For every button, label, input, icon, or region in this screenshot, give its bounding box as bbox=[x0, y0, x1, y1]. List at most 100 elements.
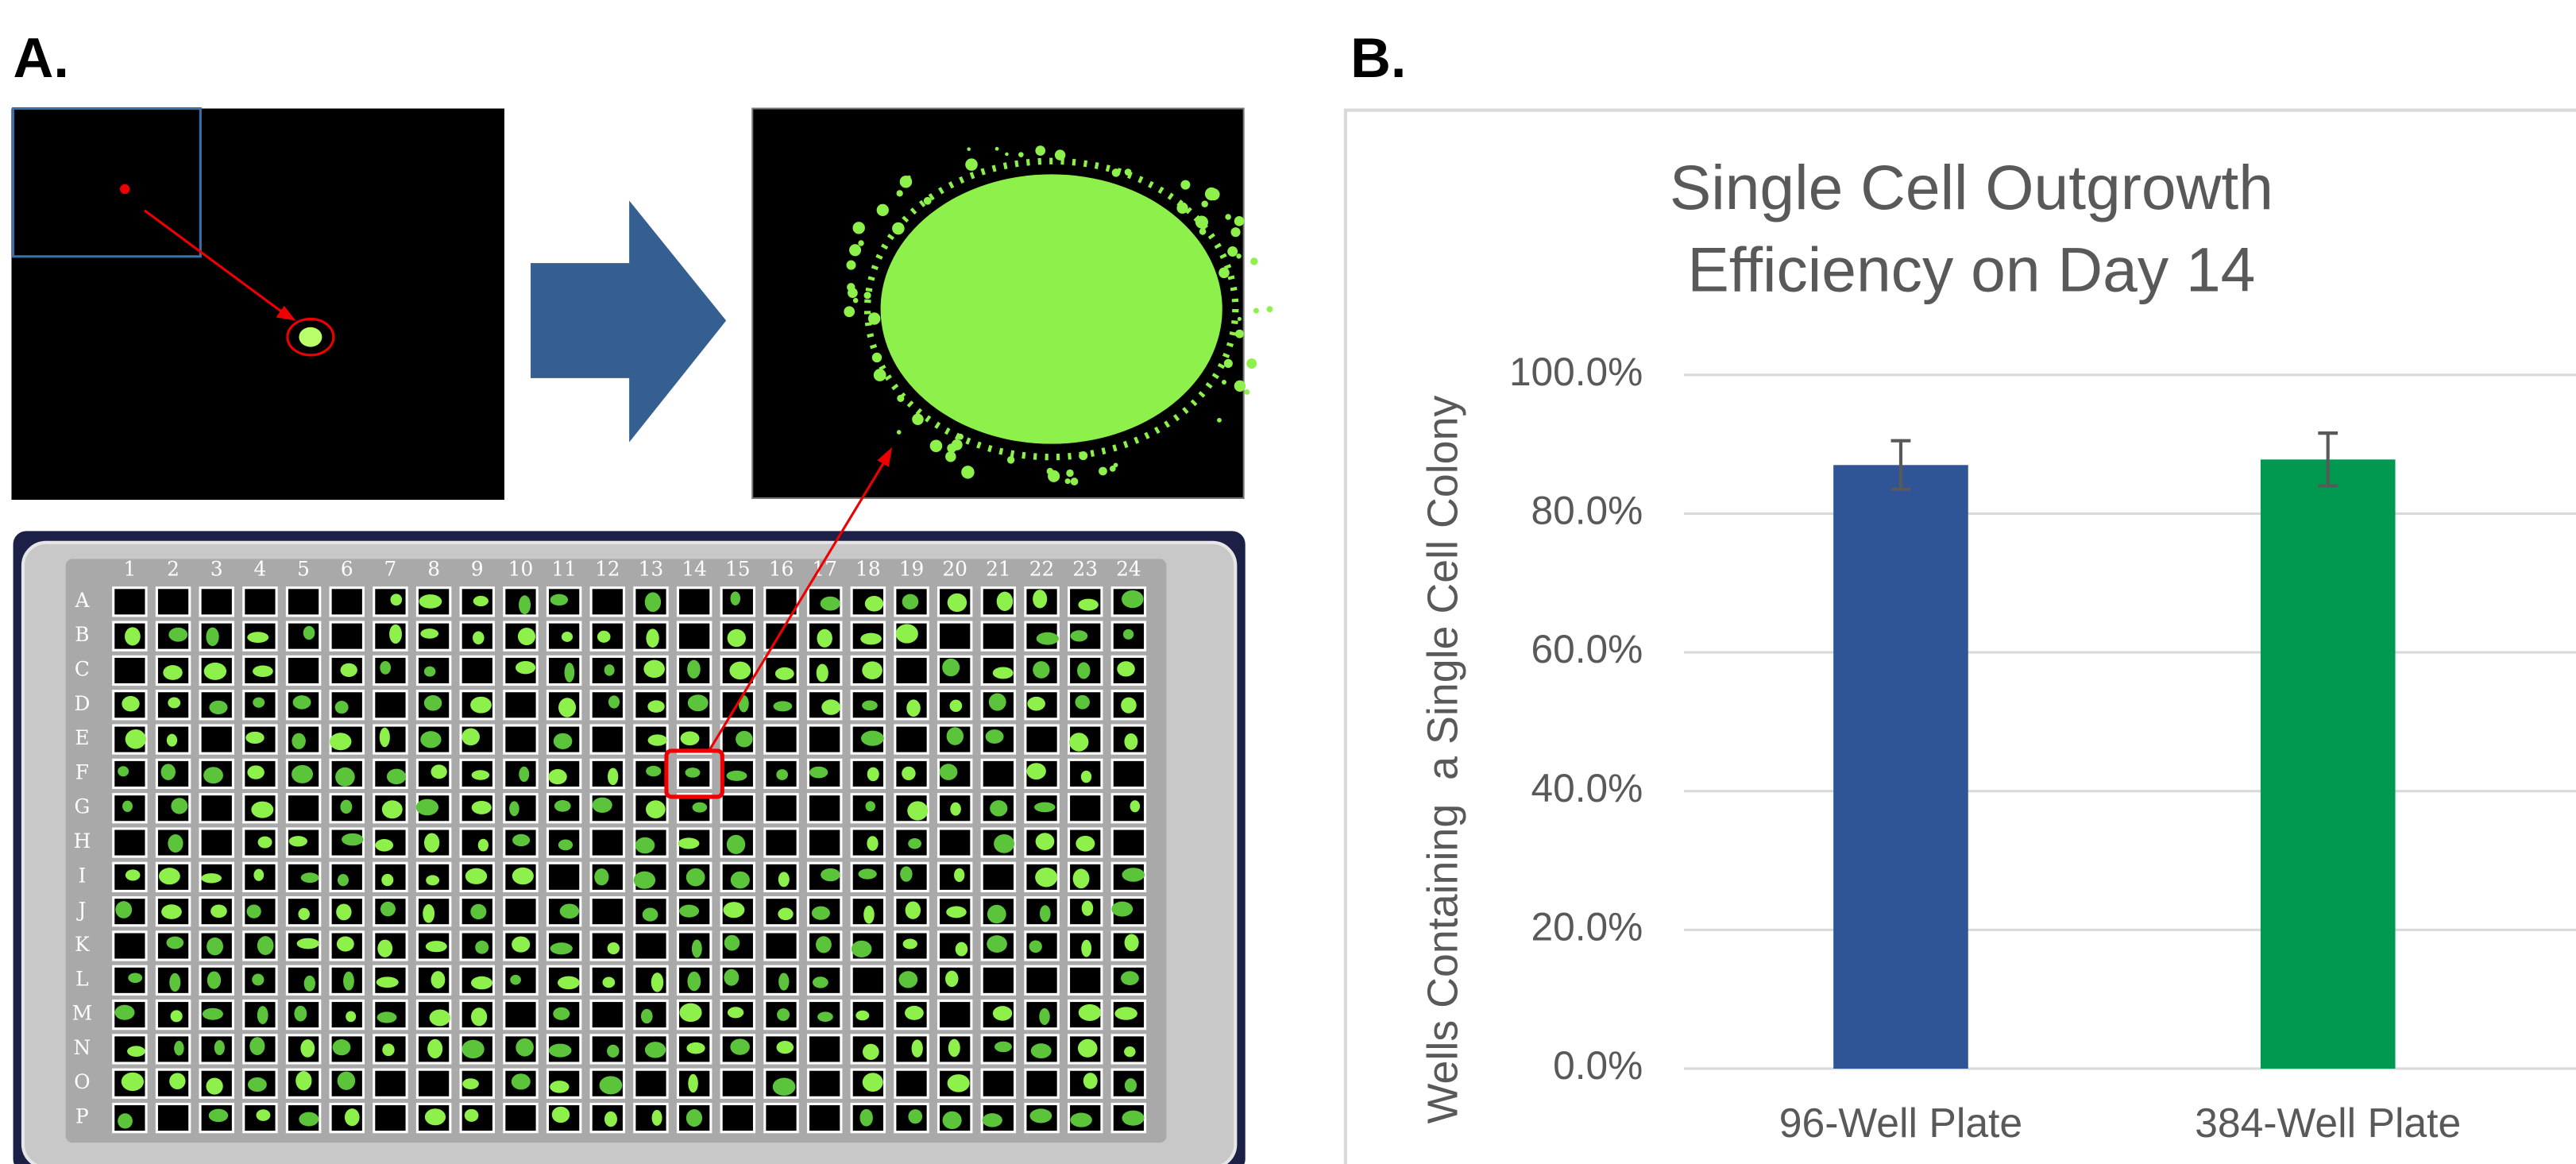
colony-speck bbox=[1055, 149, 1065, 160]
well-colony bbox=[1037, 632, 1059, 645]
well-colony bbox=[940, 764, 958, 780]
well-colony bbox=[993, 1006, 1012, 1021]
well-colony bbox=[990, 800, 1007, 816]
well-colony bbox=[562, 632, 573, 642]
colony-speck bbox=[1201, 201, 1207, 208]
well-colony bbox=[548, 769, 566, 784]
well-colony bbox=[987, 905, 1006, 924]
well bbox=[591, 760, 624, 787]
x-tick-label: 384-Well Plate bbox=[2195, 1100, 2461, 1146]
column-label: 21 bbox=[986, 558, 1011, 581]
colony-speck bbox=[1066, 470, 1073, 477]
well-colony bbox=[778, 973, 789, 990]
well bbox=[765, 725, 798, 753]
well bbox=[287, 656, 319, 684]
well-colony bbox=[860, 633, 882, 645]
well-colony bbox=[206, 1077, 222, 1094]
well-colony bbox=[169, 1073, 185, 1089]
well-colony bbox=[247, 765, 264, 779]
well-colony bbox=[1029, 940, 1042, 953]
well bbox=[939, 1001, 971, 1029]
colony-speck bbox=[1224, 359, 1233, 368]
well bbox=[156, 1104, 189, 1131]
well-colony bbox=[908, 838, 921, 849]
panel-label: A. bbox=[14, 26, 69, 89]
colony-speck bbox=[1205, 188, 1218, 200]
well-colony bbox=[594, 868, 608, 885]
well-colony bbox=[161, 764, 176, 780]
well-colony bbox=[387, 769, 406, 784]
well-colony bbox=[560, 903, 579, 918]
well-colony bbox=[817, 664, 828, 683]
well-colony bbox=[471, 1007, 487, 1026]
row-label: M bbox=[72, 1002, 92, 1025]
well bbox=[895, 656, 928, 684]
well-colony bbox=[209, 1109, 228, 1123]
well-colony bbox=[475, 941, 489, 954]
well-colony bbox=[1122, 590, 1144, 608]
well bbox=[374, 725, 407, 753]
well-colony bbox=[550, 594, 568, 606]
well-colony bbox=[730, 591, 740, 605]
well-colony bbox=[207, 971, 221, 988]
well-colony bbox=[859, 1109, 872, 1127]
well-colony bbox=[773, 1078, 796, 1096]
well bbox=[591, 898, 624, 926]
well-colony bbox=[128, 973, 142, 983]
colony-speck bbox=[1253, 308, 1259, 314]
well bbox=[808, 795, 840, 822]
well-colony bbox=[1082, 901, 1094, 916]
well-colony bbox=[912, 1039, 923, 1058]
well-colony bbox=[608, 768, 618, 785]
page: A. B. 1234567891011121314151617181920212… bbox=[0, 0, 2576, 1164]
row-label: L bbox=[75, 967, 88, 990]
bar bbox=[1833, 465, 1968, 1069]
well bbox=[765, 932, 798, 960]
colony-speck bbox=[849, 244, 861, 256]
well-colony bbox=[462, 1078, 479, 1089]
well-colony bbox=[1121, 698, 1137, 713]
well-colony bbox=[956, 942, 968, 957]
well-colony bbox=[686, 768, 701, 778]
well-colony bbox=[519, 595, 531, 614]
well-colony bbox=[821, 699, 840, 714]
column-label: 23 bbox=[1072, 558, 1098, 581]
colony-speck bbox=[1035, 145, 1045, 156]
well-colony bbox=[607, 1045, 619, 1058]
well bbox=[765, 795, 798, 822]
well-colony bbox=[645, 592, 661, 612]
column-label: 24 bbox=[1116, 558, 1141, 581]
well bbox=[591, 588, 624, 616]
well-colony bbox=[731, 872, 750, 889]
y-tick-label: 60.0% bbox=[1531, 627, 1643, 671]
column-label: 3 bbox=[210, 558, 223, 581]
well-colony bbox=[122, 696, 139, 712]
y-tick-label: 0.0% bbox=[1553, 1043, 1643, 1088]
well-colony bbox=[125, 627, 141, 645]
column-label: 20 bbox=[942, 558, 967, 581]
well-colony bbox=[247, 632, 268, 643]
well bbox=[982, 760, 1014, 787]
well-colony bbox=[865, 596, 883, 612]
well-colony bbox=[424, 667, 435, 677]
colony-speck bbox=[952, 439, 963, 451]
colony-speck bbox=[1246, 358, 1257, 369]
well bbox=[939, 829, 971, 857]
colony-speck bbox=[957, 434, 964, 440]
well bbox=[200, 795, 233, 822]
well bbox=[330, 622, 363, 650]
well-colony bbox=[431, 764, 446, 779]
colony-speck bbox=[897, 190, 903, 196]
well-colony bbox=[608, 695, 620, 708]
well bbox=[287, 588, 319, 616]
well-colony bbox=[954, 868, 964, 882]
well-colony bbox=[1031, 1043, 1052, 1058]
well-colony bbox=[1124, 733, 1137, 750]
colony-speck bbox=[1065, 478, 1071, 484]
well-colony bbox=[1071, 630, 1088, 641]
colony-speck bbox=[846, 261, 855, 270]
row-label: I bbox=[79, 864, 87, 887]
well-colony bbox=[686, 868, 705, 887]
well-colony bbox=[687, 660, 701, 679]
colony-speck bbox=[897, 430, 902, 435]
